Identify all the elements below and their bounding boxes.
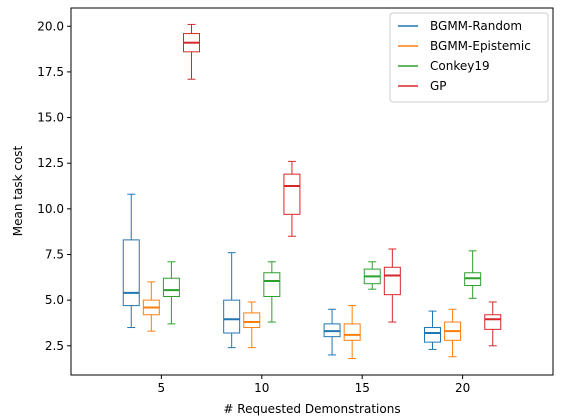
y-tick-label: 20.0 bbox=[37, 19, 64, 33]
box-iqr bbox=[223, 299, 241, 334]
box-bgmm-random-15 bbox=[323, 308, 341, 356]
box-iqr bbox=[383, 266, 401, 296]
box-iqr bbox=[424, 327, 441, 343]
y-tick-label: 2.5 bbox=[45, 339, 64, 353]
box-bgmm-epistemic-20 bbox=[444, 308, 462, 358]
legend: BGMM-Random BGMM-Epistemic Conkey19 GP bbox=[389, 12, 549, 103]
box-conkey19-15 bbox=[363, 261, 381, 290]
box-gp-15 bbox=[383, 248, 401, 323]
box-bgmm-random-20 bbox=[424, 310, 441, 350]
y-tick-label: 7.5 bbox=[45, 247, 64, 261]
box-bgmm-random-10 bbox=[223, 252, 241, 349]
legend-label: GP bbox=[430, 79, 447, 93]
x-tick-label: 20 bbox=[455, 381, 470, 395]
box-gp-5 bbox=[183, 23, 200, 80]
box-gp-20 bbox=[484, 301, 502, 347]
box-conkey19-20 bbox=[464, 250, 482, 299]
box-bgmm-epistemic-10 bbox=[243, 301, 261, 349]
legend-label: BGMM-Epistemic bbox=[430, 39, 531, 53]
x-axis: 5 10 15 20 bbox=[158, 375, 470, 395]
boxes-layer bbox=[122, 23, 502, 360]
y-tick-label: 15.0 bbox=[37, 111, 64, 125]
box-iqr bbox=[343, 323, 361, 341]
y-tick-label: 12.5 bbox=[37, 156, 64, 170]
y-tick-label: 17.5 bbox=[37, 65, 64, 79]
box-conkey19-10 bbox=[263, 261, 281, 323]
box-conkey19-5 bbox=[162, 261, 180, 325]
box-bgmm-random-5 bbox=[122, 193, 140, 329]
box-iqr bbox=[484, 314, 502, 330]
x-axis-label: # Requested Demonstrations bbox=[223, 402, 400, 416]
box-iqr bbox=[263, 272, 281, 297]
y-axis-label: Mean task cost bbox=[11, 145, 25, 236]
box-iqr bbox=[122, 239, 140, 307]
box-iqr bbox=[283, 173, 301, 215]
box-iqr bbox=[162, 277, 180, 297]
y-tick-label: 10.0 bbox=[37, 202, 64, 216]
y-axis: 2.5 5.0 7.5 10.0 12.5 15.0 17.5 20.0 bbox=[37, 19, 71, 353]
x-tick-label: 5 bbox=[158, 381, 166, 395]
box-bgmm-epistemic-5 bbox=[142, 281, 160, 332]
box-gp-10 bbox=[283, 160, 301, 237]
x-tick-label: 10 bbox=[254, 381, 269, 395]
legend-label: BGMM-Random bbox=[430, 19, 522, 33]
x-tick-label: 15 bbox=[355, 381, 370, 395]
legend-label: Conkey19 bbox=[430, 59, 490, 73]
box-bgmm-epistemic-15 bbox=[343, 305, 361, 360]
box-iqr bbox=[243, 312, 261, 329]
legend-box bbox=[389, 12, 549, 103]
plot-frame bbox=[70, 7, 554, 376]
y-tick-label: 5.0 bbox=[45, 293, 64, 307]
